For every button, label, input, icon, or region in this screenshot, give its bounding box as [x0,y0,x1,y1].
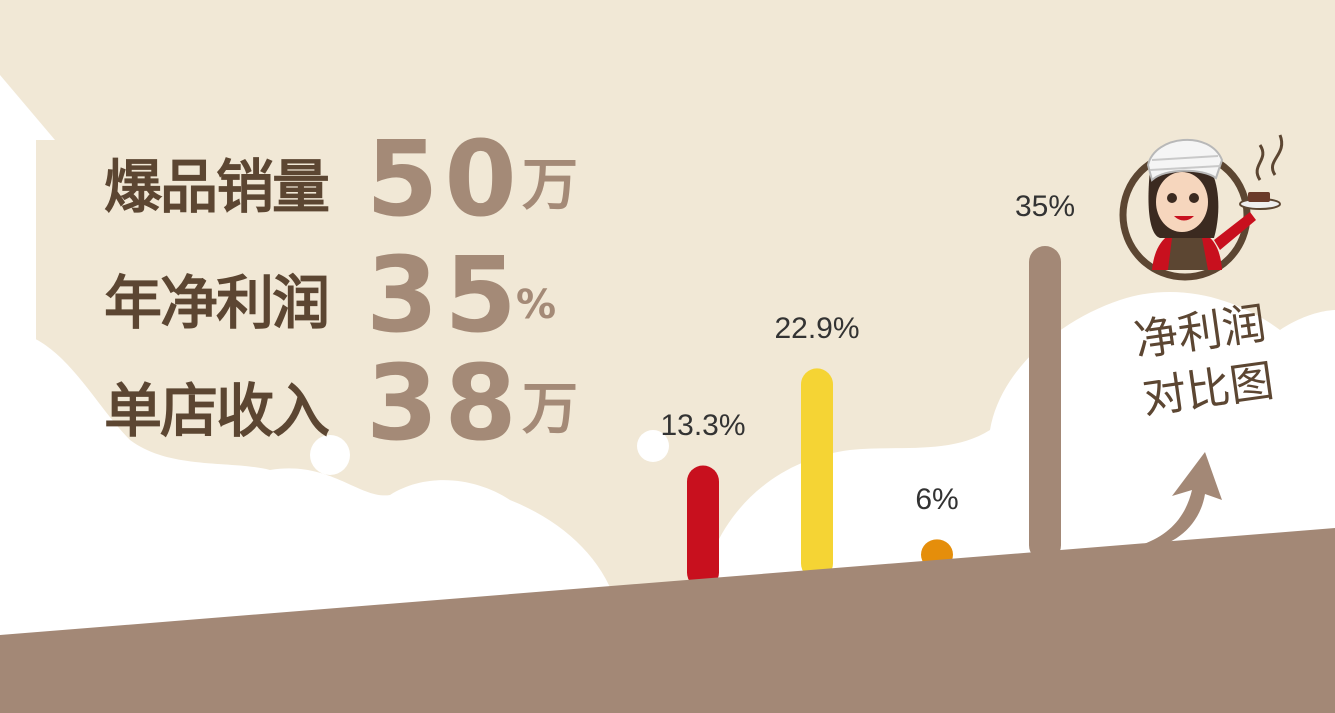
bar-4 [1029,246,1061,562]
growth-arrow-icon [1130,452,1222,548]
bar-value-label: 35% [1014,190,1076,223]
stat-unit: 万 [522,153,578,218]
bar-value-label: 22.9% [774,312,860,346]
stat-label: 年净利润 [104,269,330,337]
stat-label: 爆品销量 [104,153,330,221]
bar-1 [687,465,719,589]
bar-value-label: 6% [915,483,959,517]
stat-label: 单店收入 [104,377,330,445]
bar-value-label: 13.3% [660,409,746,443]
stat-value: 35 [366,234,523,356]
left-arrow [0,75,55,420]
cloud-left [0,330,669,640]
stat-unit: % [516,282,557,328]
stat-value: 38 [366,342,523,464]
chart-title: 净利润 对比图 [1112,292,1296,431]
chef-mascot-icon [1119,134,1284,281]
stat-value: 50 [366,118,523,240]
stat-unit: 万 [522,377,578,442]
bar-2 [801,368,833,580]
ground-slope [0,528,1335,713]
